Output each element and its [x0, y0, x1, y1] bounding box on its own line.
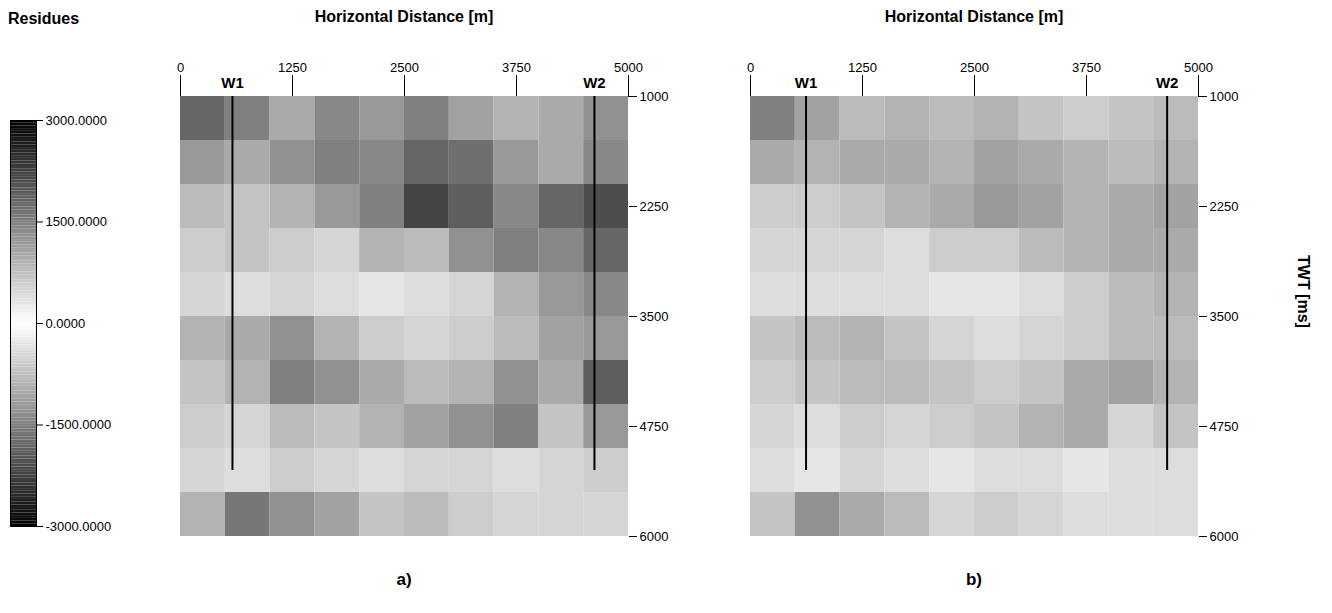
svg-text:0: 0 — [747, 60, 754, 75]
svg-text:W2: W2 — [1156, 74, 1179, 91]
svg-text:W1: W1 — [221, 74, 244, 91]
svg-text:-3000.0000: -3000.0000 — [46, 519, 112, 534]
svg-text:2250: 2250 — [640, 199, 669, 214]
svg-text:0: 0 — [177, 60, 184, 75]
svg-text:3750: 3750 — [1072, 60, 1101, 75]
svg-text:1250: 1250 — [848, 60, 877, 75]
svg-text:6000: 6000 — [640, 529, 669, 544]
html-text:TWT [ms]: TWT [ms] — [1295, 255, 1312, 328]
svg-text:4750: 4750 — [1210, 419, 1239, 434]
html-text:b): b) — [966, 570, 982, 589]
svg-text:1000: 1000 — [1210, 89, 1239, 104]
svg-text:W2: W2 — [583, 74, 606, 91]
svg-text:1500.0000: 1500.0000 — [46, 214, 107, 229]
svg-text:3750: 3750 — [502, 60, 531, 75]
svg-text:5000: 5000 — [614, 60, 643, 75]
html-text:Residues: Residues — [8, 10, 80, 27]
svg-text:-1500.0000: -1500.0000 — [46, 417, 112, 432]
svg-text:1250: 1250 — [278, 60, 307, 75]
svg-text:3000.0000: 3000.0000 — [46, 113, 107, 128]
html-text:Horizontal Distance [m]: Horizontal Distance [m] — [314, 8, 494, 25]
svg-text:6000: 6000 — [1210, 529, 1239, 544]
html-text:a): a) — [396, 570, 412, 589]
svg-text:5000: 5000 — [1184, 60, 1213, 75]
svg-text:4750: 4750 — [640, 419, 669, 434]
svg-text:W1: W1 — [795, 74, 818, 91]
svg-text:1000: 1000 — [640, 89, 669, 104]
svg-text:0.0000: 0.0000 — [46, 316, 86, 331]
svg-text:2500: 2500 — [390, 60, 419, 75]
svg-text:3500: 3500 — [640, 309, 669, 324]
svg-text:3500: 3500 — [1210, 309, 1239, 324]
svg-text:2500: 2500 — [960, 60, 989, 75]
svg-text:2250: 2250 — [1210, 199, 1239, 214]
html-text:Horizontal Distance [m]: Horizontal Distance [m] — [884, 8, 1064, 25]
